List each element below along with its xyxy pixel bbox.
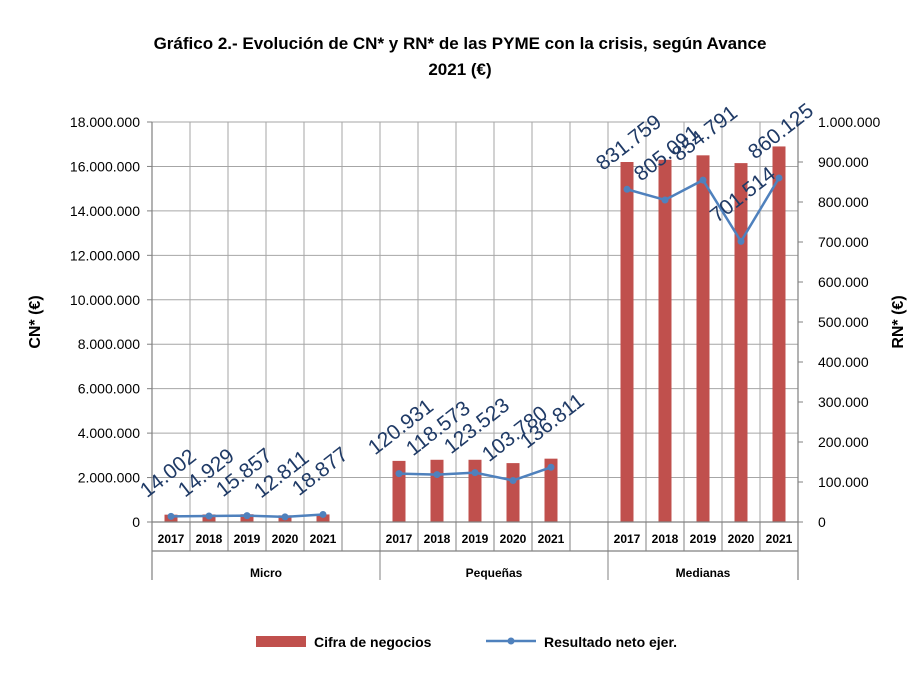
bar-pequeñas-2020 (506, 463, 520, 522)
year-label: 2019 (690, 532, 717, 546)
axes: 0 2.000.000 4.000.000 6.000.000 8.000.000 10.… (70, 114, 880, 580)
point-micro-2021 (319, 510, 327, 518)
point-medianas-2021 (775, 174, 783, 182)
year-label: 2018 (424, 532, 451, 546)
bar-pequeñas-2021 (544, 458, 558, 522)
point-pequeñas-2019 (471, 469, 479, 477)
year-label: 2020 (728, 532, 755, 546)
group-label-micro: Micro (250, 566, 282, 580)
left-axis-title: CN* (€) (27, 295, 44, 348)
year-label: 2019 (462, 532, 489, 546)
legend-bar-swatch (256, 636, 306, 647)
point-micro-2020 (281, 513, 289, 521)
chart-title-line2: 2021 (€) (428, 60, 491, 79)
left-tick-label: 12.000.000 (70, 247, 140, 263)
bars (164, 146, 786, 523)
year-label: 2021 (766, 532, 793, 546)
bar-micro-2021 (316, 514, 330, 522)
year-label: 2021 (538, 532, 565, 546)
point-micro-2019 (243, 512, 251, 520)
left-tick-label: 18.000.000 (70, 114, 140, 130)
right-tick-label: 1.000.000 (818, 114, 880, 130)
data-labels: 14.00214.92915.85712.81118.877120.931118… (136, 99, 818, 503)
left-tick-label: 8.000.000 (78, 336, 140, 352)
point-micro-2017 (167, 512, 175, 520)
year-label: 2018 (652, 532, 679, 546)
bar-medianas-2019 (696, 155, 710, 523)
left-tick-label: 10.000.000 (70, 292, 140, 308)
right-tick-label: 500.000 (818, 314, 869, 330)
left-tick-label: 6.000.000 (78, 381, 140, 397)
line-series (167, 174, 783, 521)
bar-medianas-2018 (658, 159, 672, 522)
legend-bar-label: Cifra de negocios (314, 634, 432, 650)
group-label-medianas: Medianas (676, 566, 731, 580)
right-tick-label: 200.000 (818, 434, 869, 450)
legend-line-label: Resultado neto ejer. (544, 634, 677, 650)
year-label: 2018 (196, 532, 223, 546)
point-pequeñas-2020 (509, 476, 517, 484)
left-tick-label: 0 (132, 514, 140, 530)
bar-medianas-2020 (734, 163, 748, 522)
left-tick-label: 14.000.000 (70, 203, 140, 219)
right-tick-label: 400.000 (818, 354, 869, 370)
chart-title-line1: Gráfico 2.- Evolución de CN* y RN* de la… (154, 34, 767, 53)
year-label: 2020 (272, 532, 299, 546)
right-tick-label: 700.000 (818, 234, 869, 250)
point-medianas-2020 (737, 237, 745, 245)
right-tick-label: 900.000 (818, 154, 869, 170)
point-pequeñas-2018 (433, 471, 441, 479)
year-label: 2017 (386, 532, 413, 546)
year-label: 2017 (614, 532, 641, 546)
year-label: 2021 (310, 532, 337, 546)
bar-pequeñas-2019 (468, 459, 482, 522)
right-tick-label: 300.000 (818, 394, 869, 410)
year-label: 2017 (158, 532, 185, 546)
year-label: 2020 (500, 532, 527, 546)
legend-line-marker (507, 637, 515, 645)
legend: Cifra de negocios Resultado neto ejer. (256, 634, 677, 650)
right-axis-title: RN* (€) (890, 295, 907, 348)
left-tick-label: 2.000.000 (78, 470, 140, 486)
left-tick-label: 16.000.000 (70, 158, 140, 174)
group-label-pequeñas: Pequeñas (466, 566, 523, 580)
right-tick-label: 800.000 (818, 194, 869, 210)
right-tick-label: 600.000 (818, 274, 869, 290)
point-medianas-2019 (699, 176, 707, 184)
point-pequeñas-2017 (395, 470, 403, 478)
bar-medianas-2021 (772, 146, 786, 522)
point-medianas-2017 (623, 185, 631, 193)
left-tick-label: 4.000.000 (78, 425, 140, 441)
year-label: 2019 (234, 532, 261, 546)
bar-pequeñas-2017 (392, 460, 406, 522)
bar-pequeñas-2018 (430, 459, 444, 522)
point-micro-2018 (205, 512, 213, 520)
point-medianas-2018 (661, 196, 669, 204)
bar-medianas-2017 (620, 162, 634, 522)
right-tick-label: 100.000 (818, 474, 869, 490)
right-tick-label: 0 (818, 514, 826, 530)
gridlines (152, 121, 799, 522)
point-pequeñas-2021 (547, 463, 555, 471)
